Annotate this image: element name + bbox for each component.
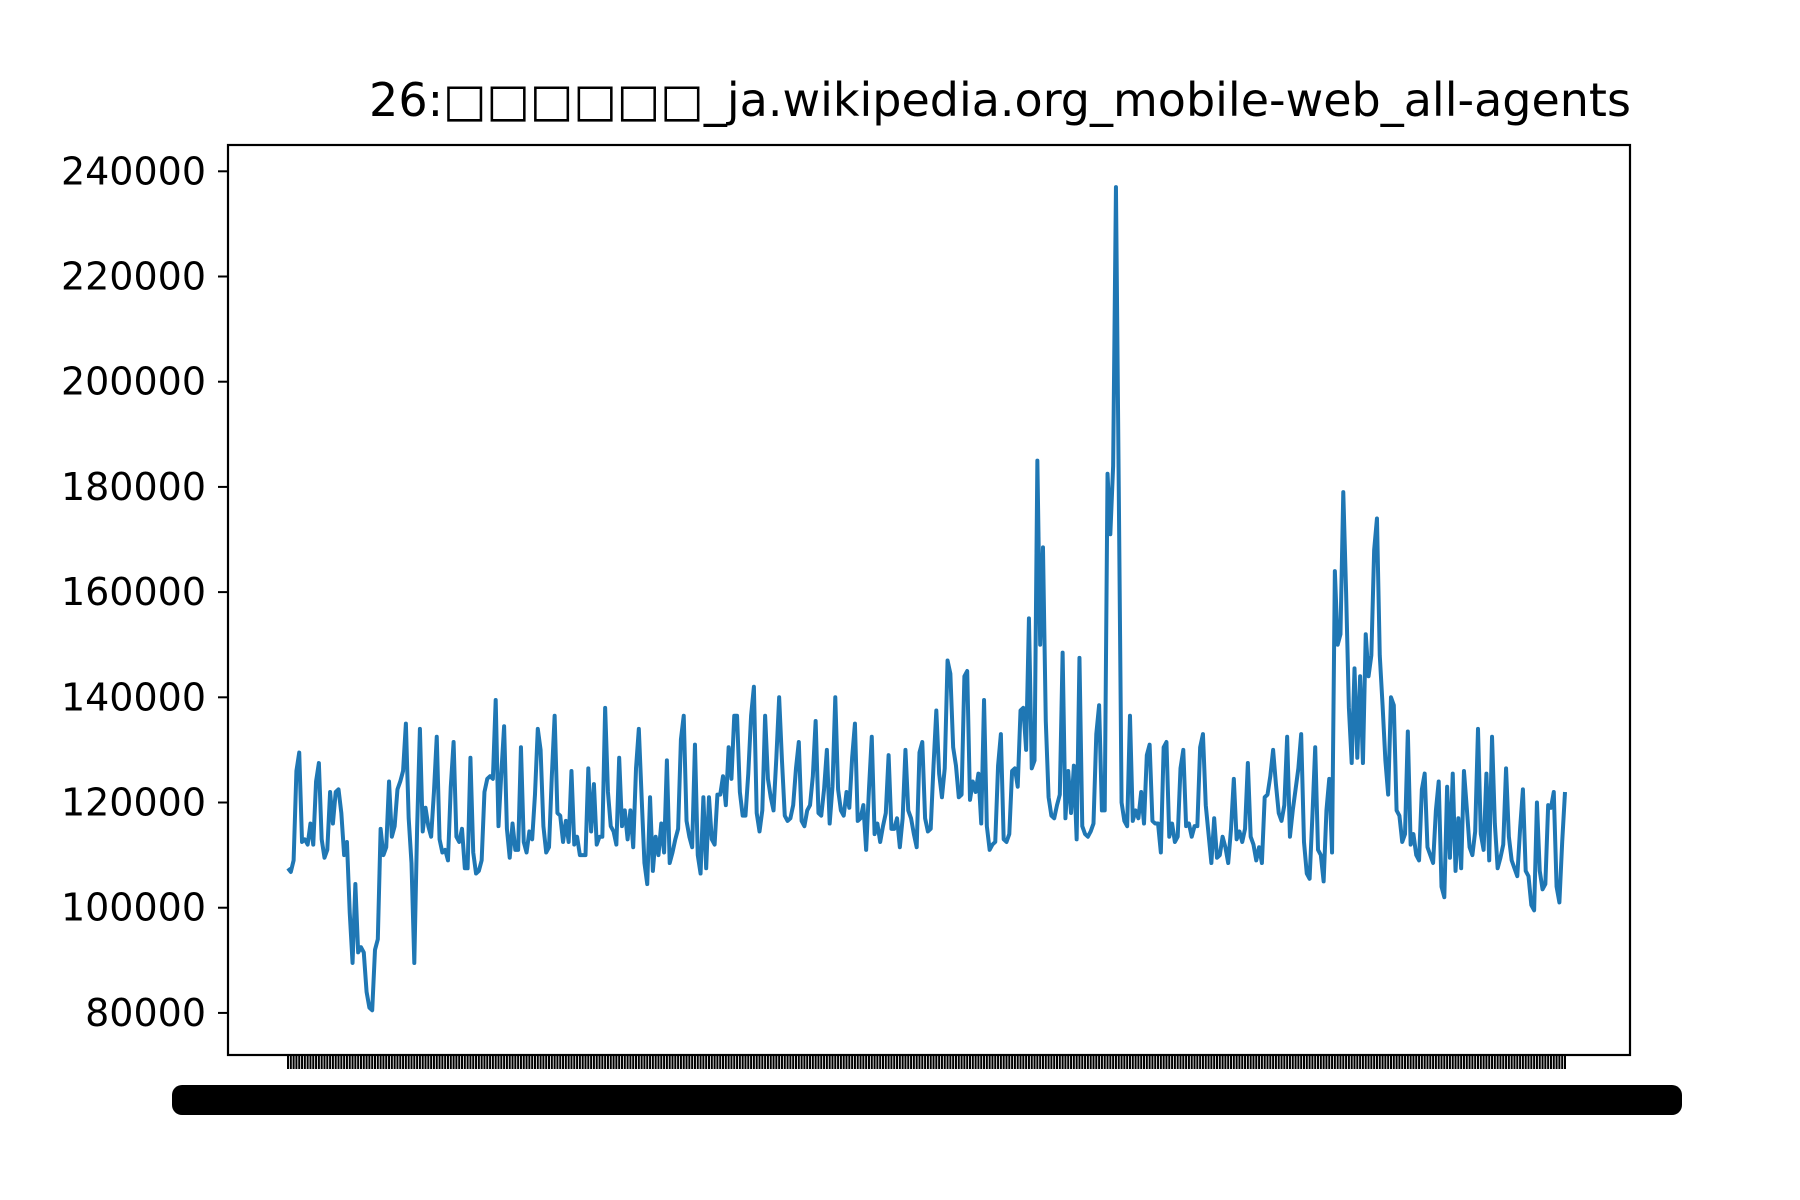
- y-tick-label: 160000: [61, 570, 206, 614]
- y-tick-label: 180000: [61, 465, 206, 509]
- y-tick-label: 120000: [61, 781, 206, 825]
- chart-title: 26:□□□□□□_ja.wikipedia.org_mobile-web_al…: [369, 73, 1631, 127]
- series-layer: [286, 185, 1567, 1013]
- x-axis-ticks: [172, 1055, 1682, 1115]
- y-tick-label: 100000: [61, 886, 206, 930]
- y-tick-label: 80000: [85, 991, 206, 1035]
- y-axis-ticks: 80000 100000 120000 140000 160000 180000 20000…: [61, 149, 228, 1035]
- y-tick-label: 140000: [61, 675, 206, 719]
- series-line: [286, 185, 1567, 1013]
- x-tick-labels-overlapping: [172, 1085, 1682, 1115]
- y-tick-label: 240000: [61, 149, 206, 193]
- y-tick-label: 220000: [61, 255, 206, 299]
- y-tick-label: 200000: [61, 360, 206, 404]
- plot-frame: [226, 143, 1632, 1057]
